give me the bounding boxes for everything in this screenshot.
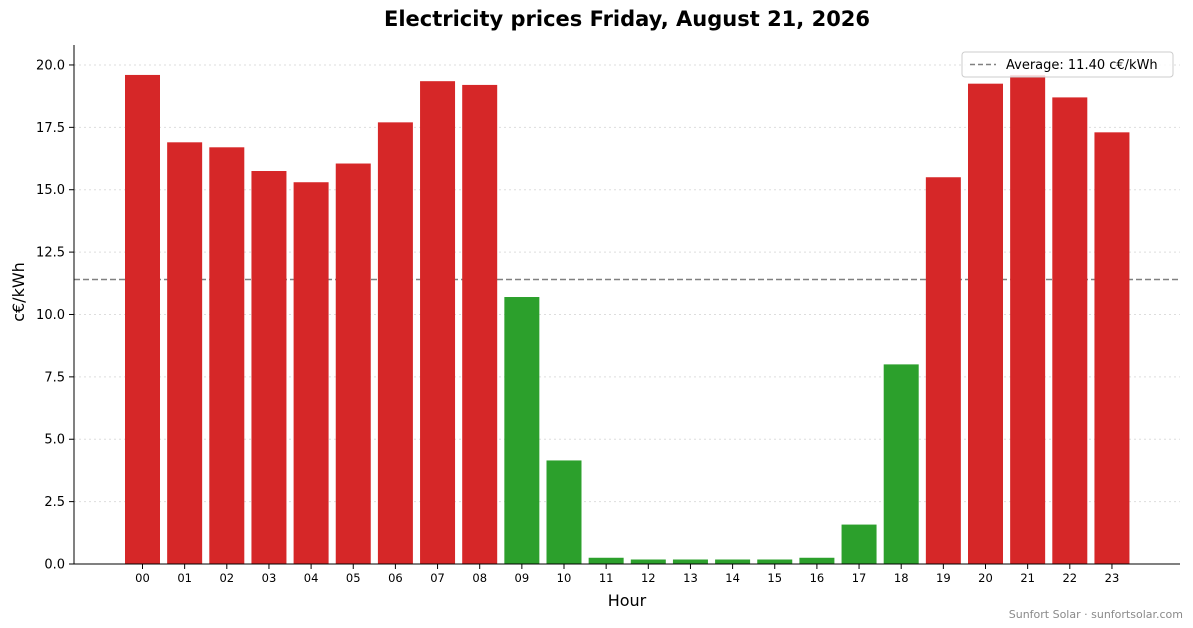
x-tick-label: 09 bbox=[515, 571, 530, 585]
bar-hour-02 bbox=[209, 147, 245, 564]
x-tick-label: 07 bbox=[430, 571, 445, 585]
x-tick-label: 03 bbox=[262, 571, 277, 585]
x-tick-label: 10 bbox=[557, 571, 572, 585]
bar-hour-03 bbox=[251, 171, 287, 565]
x-ticks: 00 01 02 03 04 05 06 07 08 09 10 11 12 13 14 15 16 17 18 19… bbox=[135, 564, 1119, 585]
x-tick-label: 19 bbox=[936, 571, 951, 585]
bar-hour-05 bbox=[335, 163, 371, 564]
y-tick-label: 5.0 bbox=[44, 433, 65, 448]
bar-hour-19 bbox=[925, 177, 961, 565]
x-tick-label: 21 bbox=[1020, 571, 1035, 585]
legend: Average: 11.40 c€/kWh bbox=[961, 51, 1174, 78]
chart-title: Electricity prices Friday, August 21, 20… bbox=[384, 7, 870, 31]
x-tick-label: 05 bbox=[346, 571, 361, 585]
x-tick-label: 16 bbox=[810, 571, 825, 585]
bar-hour-16 bbox=[799, 557, 835, 564]
y-tick-label: 7.5 bbox=[44, 370, 65, 385]
x-tick-label: 14 bbox=[725, 571, 740, 585]
bar-hour-08 bbox=[462, 84, 498, 564]
x-axis-label: Hour bbox=[608, 591, 647, 610]
x-tick-label: 02 bbox=[219, 571, 234, 585]
x-tick-label: 13 bbox=[683, 571, 698, 585]
bar-hour-22 bbox=[1052, 97, 1088, 564]
x-tick-label: 22 bbox=[1062, 571, 1077, 585]
bar-hour-00 bbox=[125, 74, 160, 564]
x-tick-label: 01 bbox=[177, 571, 192, 585]
x-tick-label: 04 bbox=[304, 571, 319, 585]
bar-hour-18 bbox=[883, 364, 919, 564]
y-tick-label: 20.0 bbox=[36, 58, 65, 73]
y-tick-label: 2.5 bbox=[44, 495, 65, 510]
bar-hour-13 bbox=[672, 559, 708, 564]
bar-hour-14 bbox=[715, 559, 751, 564]
x-tick-label: 12 bbox=[641, 571, 656, 585]
y-tick-label: 17.5 bbox=[36, 121, 65, 136]
bar-hour-23 bbox=[1094, 132, 1130, 564]
y-tick-label: 10.0 bbox=[36, 308, 65, 323]
bar-hour-17 bbox=[841, 524, 877, 564]
legend-box bbox=[961, 51, 1174, 78]
y-tick-label: 12.5 bbox=[36, 246, 65, 261]
x-tick-label: 18 bbox=[894, 571, 909, 585]
y-ticks: 0.0 2.5 5.0 7.5 10.0 12.5 15.0 17.5 20.0 bbox=[36, 58, 74, 573]
x-tick-label: 06 bbox=[388, 571, 403, 585]
bars bbox=[125, 74, 1130, 565]
bar-hour-15 bbox=[757, 559, 793, 564]
x-tick-label: 00 bbox=[135, 571, 150, 585]
x-tick-label: 15 bbox=[767, 571, 782, 585]
bar-hour-12 bbox=[630, 559, 666, 564]
x-tick-label: 08 bbox=[472, 571, 487, 585]
x-tick-label: 20 bbox=[978, 571, 993, 585]
bar-hour-10 bbox=[546, 460, 582, 564]
bar-hour-04 bbox=[293, 182, 329, 564]
bar-hour-01 bbox=[167, 142, 203, 564]
y-tick-label: 0.0 bbox=[44, 558, 65, 573]
x-tick-label: 17 bbox=[852, 571, 867, 585]
bar-hour-07 bbox=[420, 81, 456, 564]
x-tick-label: 11 bbox=[599, 571, 614, 585]
bar-hour-20 bbox=[968, 83, 1003, 565]
bar-hour-09 bbox=[504, 297, 540, 564]
y-tick-label: 15.0 bbox=[36, 183, 65, 198]
bar-hour-06 bbox=[377, 122, 413, 565]
bar-hour-11 bbox=[588, 557, 624, 564]
credit-text: Sunfort Solar · sunfortsolar.com bbox=[1009, 608, 1183, 621]
bar-hour-21 bbox=[1010, 74, 1046, 564]
legend-average-label: Average: 11.40 c€/kWh bbox=[1006, 58, 1158, 73]
x-tick-label: 23 bbox=[1105, 571, 1120, 585]
y-axis-label: c€/kWh bbox=[9, 262, 28, 322]
